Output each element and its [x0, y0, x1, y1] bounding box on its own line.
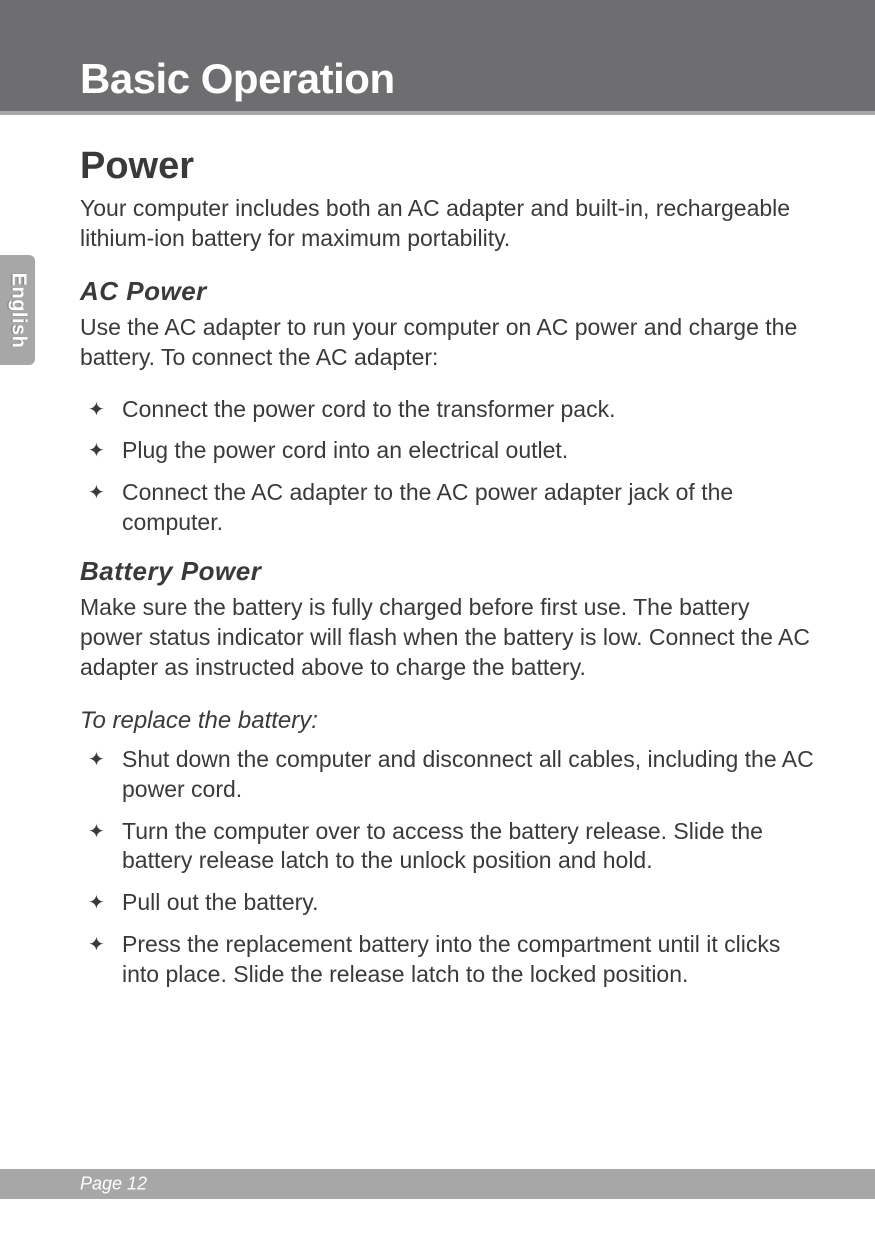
list-item-text: Connect the AC adapter to the AC power a…: [122, 479, 733, 535]
heading-power: Power: [80, 145, 815, 188]
page-number: Page 12: [80, 1174, 147, 1195]
list-item-text: Plug the power cord into an electrical o…: [122, 437, 568, 463]
star-icon: ✦: [88, 819, 105, 845]
chapter-title: Basic Operation: [80, 55, 395, 103]
star-icon: ✦: [88, 397, 105, 423]
list-item: ✦ Connect the power cord to the transform…: [80, 395, 815, 425]
list-item-text: Pull out the battery.: [122, 889, 318, 915]
list-item-text: Press the replacement battery into the c…: [122, 931, 780, 987]
heading-battery-power: Battery Power: [80, 556, 815, 587]
star-icon: ✦: [88, 747, 105, 773]
list-item-text: Turn the computer over to access the bat…: [122, 818, 763, 874]
star-icon: ✦: [88, 480, 105, 506]
replace-battery-list: ✦ Shut down the computer and disconnect a…: [80, 745, 815, 990]
list-item: ✦ Pull out the battery.: [80, 888, 815, 918]
list-item: ✦ Turn the computer over to access the ba…: [80, 817, 815, 877]
list-item: ✦ Press the replacement battery into the …: [80, 930, 815, 990]
star-icon: ✦: [88, 438, 105, 464]
header-band: Basic Operation: [0, 0, 875, 115]
power-intro: Your computer includes both an AC adapte…: [80, 194, 815, 254]
ac-power-intro: Use the AC adapter to run your computer …: [80, 313, 815, 373]
footer-band: Page 12: [0, 1169, 875, 1199]
heading-ac-power: AC Power: [80, 276, 815, 307]
language-tab-label: English: [6, 272, 29, 348]
list-item: ✦ Plug the power cord into an electrical …: [80, 436, 815, 466]
ac-power-list: ✦ Connect the power cord to the transform…: [80, 395, 815, 539]
heading-replace-battery: To replace the battery:: [80, 707, 815, 735]
battery-power-intro: Make sure the battery is fully charged b…: [80, 593, 815, 683]
list-item-text: Connect the power cord to the transforme…: [122, 396, 615, 422]
language-tab: English: [0, 255, 35, 365]
page-content: Power Your computer includes both an AC …: [0, 115, 875, 990]
list-item-text: Shut down the computer and disconnect al…: [122, 746, 814, 802]
list-item: ✦ Connect the AC adapter to the AC power …: [80, 478, 815, 538]
star-icon: ✦: [88, 932, 105, 958]
star-icon: ✦: [88, 890, 105, 916]
list-item: ✦ Shut down the computer and disconnect a…: [80, 745, 815, 805]
